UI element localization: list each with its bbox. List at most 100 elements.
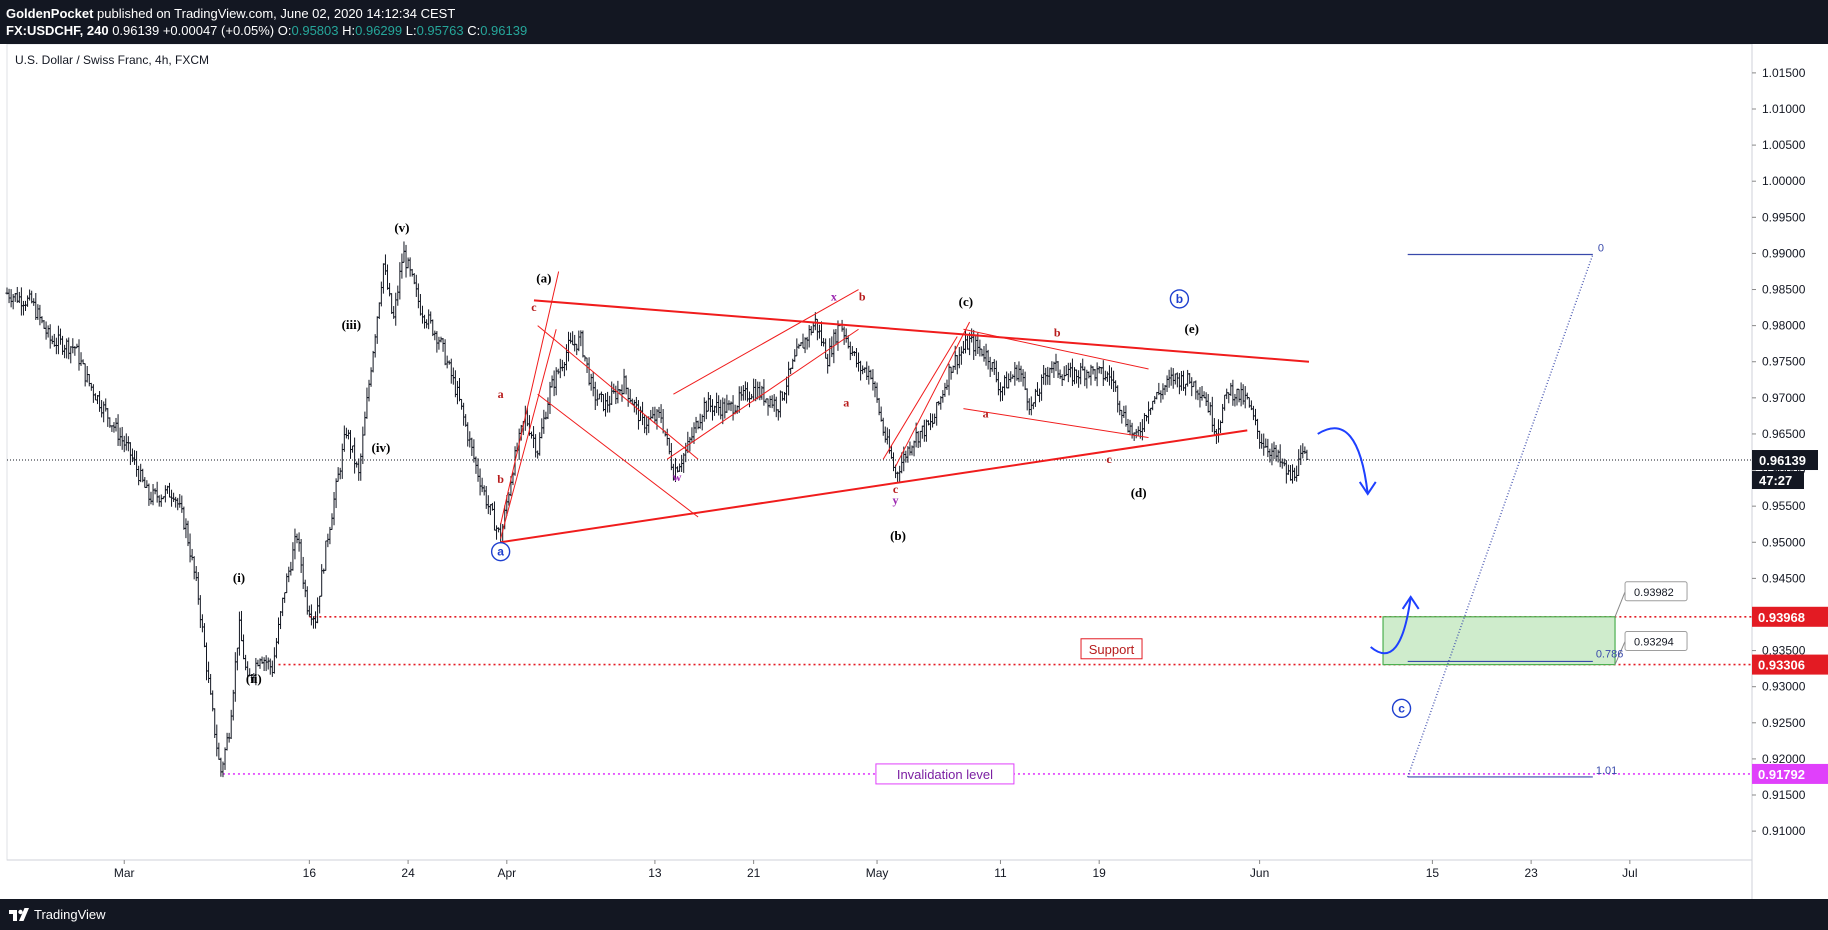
target-zone[interactable] [1382, 616, 1616, 666]
tradingview-logo-icon[interactable] [8, 905, 30, 923]
level-price-tag [1752, 763, 1828, 784]
x-tick-label: 23 [1524, 866, 1538, 880]
trend-line[interactable] [963, 408, 1149, 439]
low-label: L: [405, 23, 417, 38]
trend-line[interactable] [537, 393, 699, 518]
wave-label: (v) [394, 220, 409, 235]
annotation-box[interactable] [875, 763, 1015, 785]
chart-title: U.S. Dollar / Swiss Franc, 4h, FXCM [15, 53, 209, 67]
y-tick-label: 1.01000 [1762, 102, 1806, 116]
publish-info: GoldenPocket published on TradingView.co… [6, 6, 455, 21]
x-tick-label: 13 [648, 866, 662, 880]
trend-line[interactable] [895, 321, 971, 467]
y-tick-label: 0.99500 [1762, 210, 1806, 224]
wave-circle-label: a [497, 545, 504, 559]
forecast-down-arrowhead [1358, 481, 1377, 496]
wave-label: (iv) [372, 440, 391, 455]
wave-label: a [983, 406, 989, 420]
wave-label: (c) [959, 294, 973, 309]
wave-label: (e) [1185, 321, 1199, 336]
y-tick-label: 1.00000 [1762, 174, 1806, 188]
y-tick-label: 0.93000 [1762, 680, 1806, 694]
wave-circle [490, 541, 511, 562]
wave-label: c [893, 482, 899, 496]
tradingview-brand[interactable]: TradingView [34, 907, 106, 922]
wave-label: y [893, 493, 899, 507]
y-tick-label: 0.93500 [1762, 644, 1806, 658]
callout-leader [1614, 591, 1626, 617]
y-tick-label: 0.91500 [1762, 788, 1806, 802]
wave-label: b [497, 472, 504, 486]
x-tick-label: 21 [747, 866, 761, 880]
trend-line[interactable] [500, 271, 560, 525]
high-label: H: [342, 23, 356, 38]
trend-line[interactable] [673, 289, 859, 395]
x-tick-label: 11 [994, 866, 1007, 880]
publish-header: GoldenPocket published on TradingView.co… [0, 0, 1828, 44]
y-tick-label: 0.94500 [1762, 571, 1806, 585]
trend-line[interactable] [533, 299, 1310, 363]
wave-label: b [859, 289, 866, 303]
x-tick-label: Jun [1250, 866, 1269, 880]
current-price-tag [1752, 450, 1818, 471]
open-label: O: [277, 23, 292, 38]
x-tick-label: 24 [401, 866, 415, 880]
trend-line[interactable] [882, 336, 958, 460]
wave-circle [1391, 698, 1412, 719]
annotation-text: Support [1089, 642, 1135, 657]
y-tick-label: 0.92500 [1762, 716, 1806, 730]
callout-leader [1614, 641, 1626, 665]
symbol-ohlc-row: FX:USDCHF, 240 0.96139 +0.00047 (+0.05%)… [6, 23, 527, 38]
x-tick-label: May [866, 866, 889, 880]
fib-label-786: 0.786 [1596, 648, 1624, 660]
low-value: 0.95763 [416, 23, 464, 38]
x-tick-label: 15 [1426, 866, 1440, 880]
author-name[interactable]: GoldenPocket [6, 6, 94, 21]
trend-line[interactable] [666, 328, 859, 460]
fib-label-101: 1.01 [1596, 765, 1617, 777]
callout-box[interactable] [1624, 630, 1688, 651]
trend-line[interactable] [537, 325, 699, 460]
wave-circle-label: b [1176, 292, 1183, 306]
y-tick-label: 0.92000 [1762, 752, 1806, 766]
level-price-label: 0.93306 [1758, 658, 1805, 673]
trend-line[interactable] [500, 329, 557, 539]
trend-line[interactable] [963, 328, 1149, 370]
plot-area[interactable] [6, 44, 1753, 861]
countdown-label: 47:27 [1759, 473, 1792, 488]
y-tick-label: 0.96500 [1762, 427, 1806, 441]
y-tick-label: 0.97000 [1762, 391, 1806, 405]
wave-label: c [531, 300, 537, 314]
close-label: C: [467, 23, 481, 38]
wave-label: a [498, 387, 504, 401]
published-text: published on TradingView.com, June 02, 2… [97, 6, 456, 21]
wave-label: b [1054, 325, 1061, 339]
y-tick-label: 1.01500 [1762, 66, 1806, 80]
close-value: 0.96139 [480, 23, 528, 38]
callout-box[interactable] [1624, 581, 1688, 602]
forecast-up-arrowhead [1401, 595, 1420, 610]
wave-circle [1169, 289, 1190, 309]
level-price-label: 0.91792 [1758, 767, 1805, 782]
forecast-down-arrow [1317, 427, 1369, 495]
price-chart[interactable]: U.S. Dollar / Swiss Franc, 4h, FXCM 1.015… [0, 44, 1828, 899]
x-tick-label: 19 [1093, 866, 1107, 880]
annotation-box[interactable] [1080, 638, 1143, 660]
x-tick-label: Mar [114, 866, 135, 880]
level-price-label: 0.93968 [1758, 610, 1805, 625]
wave-circle-label: c [1398, 701, 1405, 715]
y-tick-label: 1.00500 [1762, 138, 1806, 152]
countdown-tag [1752, 471, 1804, 490]
wave-label: c [1106, 452, 1112, 466]
wave-label: (ii) [246, 671, 262, 686]
wave-label: (d) [1131, 485, 1147, 500]
y-tick-label: 0.98000 [1762, 319, 1806, 333]
trend-line[interactable] [500, 429, 1248, 544]
current-price-label: 0.96139 [1759, 453, 1806, 468]
price-change: +0.00047 (+0.05%) [162, 23, 275, 38]
open-value: 0.95803 [291, 23, 339, 38]
x-tick-label: 16 [303, 866, 317, 880]
y-tick-label: 0.95000 [1762, 535, 1806, 549]
wave-label: (iii) [342, 317, 362, 332]
y-tick-label: 0.95500 [1762, 499, 1806, 513]
